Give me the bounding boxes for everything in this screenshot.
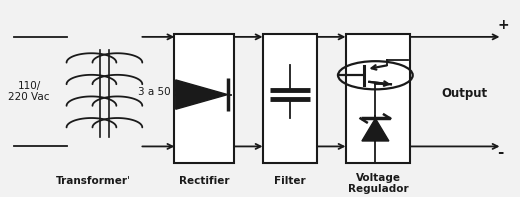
Polygon shape: [362, 118, 389, 141]
Bar: [174, 34, 234, 163]
Text: Transformer: Transformer: [56, 176, 127, 186]
Text: +: +: [498, 18, 509, 32]
Polygon shape: [176, 80, 228, 109]
Text: Rectifier: Rectifier: [179, 176, 229, 186]
Text: 110/
220 Vac: 110/ 220 Vac: [8, 81, 50, 102]
Text: -: -: [498, 145, 504, 160]
Text: Output: Output: [442, 87, 488, 100]
Bar: [346, 34, 410, 163]
Text: ': ': [127, 176, 129, 186]
Text: Filter: Filter: [274, 176, 306, 186]
Text: 3 a 50 V: 3 a 50 V: [138, 87, 181, 97]
Bar: [263, 34, 317, 163]
Text: Voltage
Regulador: Voltage Regulador: [348, 173, 408, 194]
